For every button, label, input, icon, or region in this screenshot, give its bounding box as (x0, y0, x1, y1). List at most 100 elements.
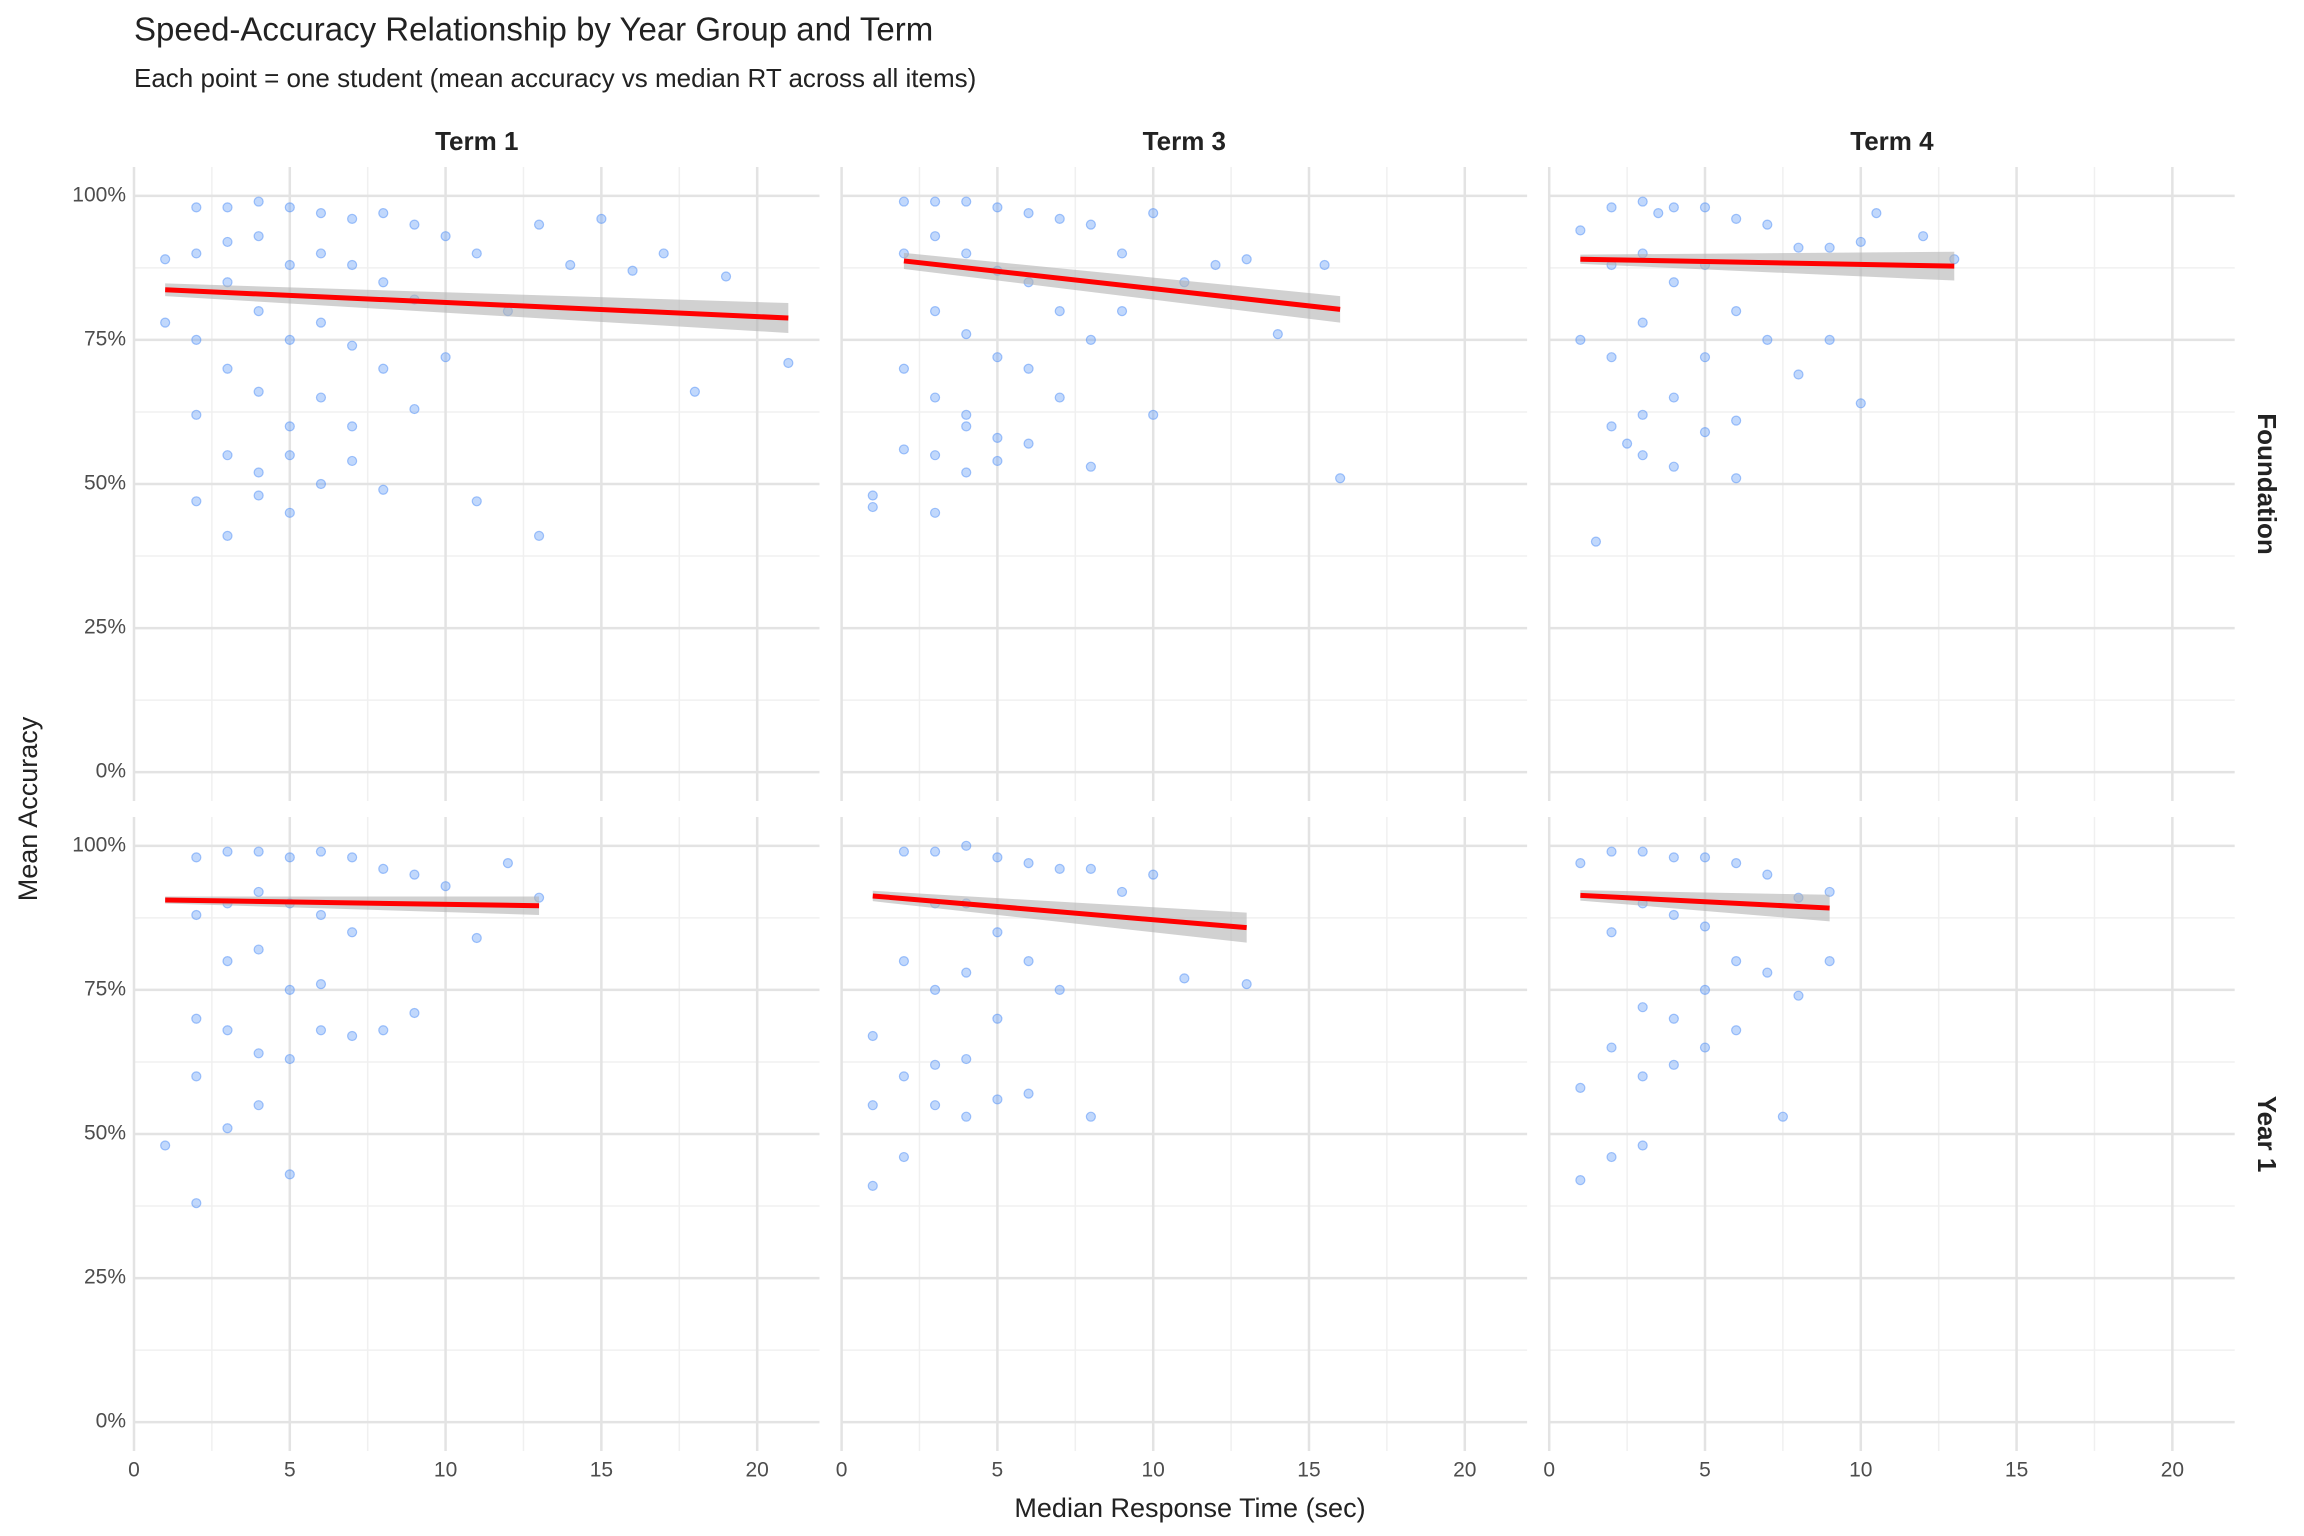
column-strip-label: Term 4 (1850, 126, 1934, 156)
point (191, 202, 202, 213)
point (1575, 1082, 1586, 1093)
point (1699, 202, 1711, 213)
point (284, 984, 295, 996)
point (1085, 334, 1096, 346)
point (1668, 1013, 1679, 1024)
point (1606, 202, 1617, 213)
x-axis-title: Median Response Time (sec) (1014, 1493, 1365, 1523)
point (867, 1030, 878, 1042)
point (315, 846, 327, 857)
point (1116, 886, 1128, 898)
x-tick-label: 15 (1297, 1459, 1320, 1482)
point (1054, 305, 1065, 317)
point (378, 863, 389, 874)
point (1085, 219, 1096, 230)
point (253, 467, 264, 478)
point (992, 1013, 1003, 1024)
point (992, 455, 1003, 467)
point (409, 219, 420, 230)
point (1606, 846, 1617, 857)
point (1668, 392, 1679, 403)
point (533, 530, 545, 541)
point (284, 1169, 295, 1180)
point (191, 909, 202, 921)
fit-line (903, 258, 1341, 312)
point (222, 1123, 233, 1134)
point (1637, 1071, 1648, 1082)
point (898, 444, 910, 455)
point (253, 944, 264, 955)
point (1575, 334, 1586, 346)
point (992, 202, 1003, 213)
point (1637, 450, 1648, 461)
point (929, 984, 941, 996)
point (867, 1180, 878, 1191)
point (1085, 1111, 1096, 1122)
point (1731, 213, 1742, 224)
point (1319, 259, 1330, 271)
point (1272, 329, 1283, 340)
point (1668, 202, 1679, 213)
point (1575, 225, 1586, 236)
point (533, 219, 545, 230)
point (253, 846, 264, 857)
point (1054, 392, 1065, 403)
point (961, 967, 972, 978)
point (1731, 858, 1742, 869)
point (1148, 409, 1159, 420)
point (992, 352, 1003, 363)
point (689, 386, 700, 397)
point (1116, 248, 1128, 259)
point (1148, 208, 1159, 219)
point (898, 955, 910, 967)
y-tick-label: 50% (84, 1122, 126, 1145)
point (222, 363, 233, 374)
point (1699, 852, 1711, 863)
point (315, 317, 327, 328)
point (1210, 259, 1221, 271)
point (440, 231, 451, 242)
x-tick-label: 15 (590, 1459, 613, 1482)
point (1575, 1175, 1586, 1186)
point (1023, 438, 1034, 449)
point (409, 403, 420, 415)
point (1637, 1140, 1648, 1151)
point (191, 409, 202, 420)
point (1731, 955, 1742, 967)
point (992, 927, 1003, 938)
point (929, 231, 941, 242)
y-tick-label: 25% (84, 616, 126, 639)
row-strip-label: Year 1 (2252, 1096, 2282, 1173)
point (992, 1094, 1003, 1105)
point (284, 334, 295, 346)
point (1824, 242, 1835, 253)
point (253, 1100, 264, 1111)
point (961, 1111, 972, 1122)
point (1762, 334, 1773, 346)
point (565, 259, 576, 271)
point (191, 334, 202, 346)
point (315, 248, 327, 259)
point (1023, 363, 1034, 374)
point (284, 450, 295, 461)
point (1606, 927, 1617, 938)
point (1699, 921, 1711, 932)
point (1054, 984, 1065, 996)
point (191, 1071, 202, 1082)
point (1699, 984, 1711, 996)
point (284, 202, 295, 213)
point (222, 955, 233, 967)
point (720, 271, 732, 282)
point (347, 213, 358, 224)
point (191, 1013, 202, 1024)
point (284, 1053, 295, 1065)
point (315, 208, 327, 219)
point (1731, 473, 1742, 484)
x-tick-label: 5 (1699, 1459, 1711, 1482)
point (961, 1053, 972, 1065)
fit-line (1580, 892, 1830, 911)
point (992, 432, 1003, 443)
point (1054, 863, 1065, 874)
point (1653, 208, 1664, 219)
